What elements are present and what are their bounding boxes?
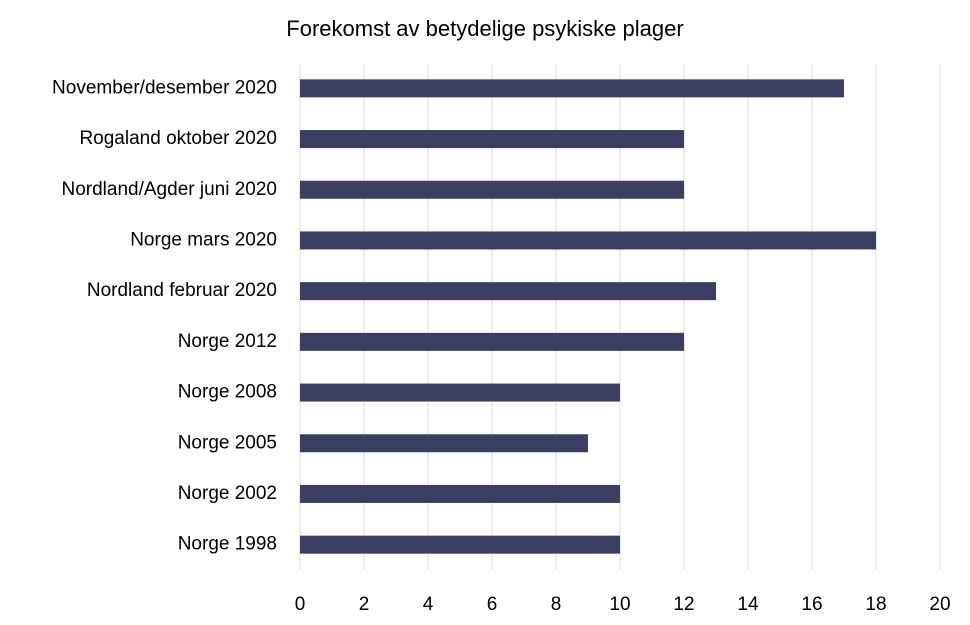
y-tick-label: Norge 2008 [178, 382, 277, 403]
y-tick-label: November/desember 2020 [52, 77, 277, 98]
y-tick-label: Rogaland oktober 2020 [79, 128, 277, 149]
x-tick-label: 18 [865, 594, 886, 615]
y-tick-label: Nordland/Agder juni 2020 [62, 179, 278, 200]
x-tick-label: 14 [737, 594, 759, 615]
bar [300, 434, 588, 453]
bar [300, 282, 716, 301]
bar [300, 130, 684, 149]
y-tick-label: Norge 2012 [178, 331, 277, 352]
bar [300, 383, 620, 402]
y-tick-label: Norge 2005 [178, 432, 277, 453]
bar [300, 231, 876, 250]
bar [300, 484, 620, 503]
y-tick-label: Norge 2002 [178, 483, 277, 504]
x-tick-label: 8 [551, 594, 562, 615]
x-tick-label: 20 [929, 594, 950, 615]
x-tick-label: 12 [673, 594, 694, 615]
x-tick-label: 10 [609, 594, 630, 615]
y-tick-label: Nordland februar 2020 [87, 280, 277, 301]
chart-title: Forekomst av betydelige psykiske plager [286, 16, 683, 41]
x-tick-label: 2 [359, 594, 370, 615]
y-tick-label: Norge 1998 [178, 534, 277, 555]
bar [300, 79, 844, 98]
x-tick-label: 6 [487, 594, 498, 615]
bar [300, 332, 684, 351]
bar [300, 535, 620, 554]
x-tick-label: 4 [423, 594, 434, 615]
x-tick-label: 0 [295, 594, 306, 615]
x-tick-label: 16 [801, 594, 822, 615]
bar [300, 180, 684, 199]
y-tick-label: Norge mars 2020 [130, 229, 277, 250]
